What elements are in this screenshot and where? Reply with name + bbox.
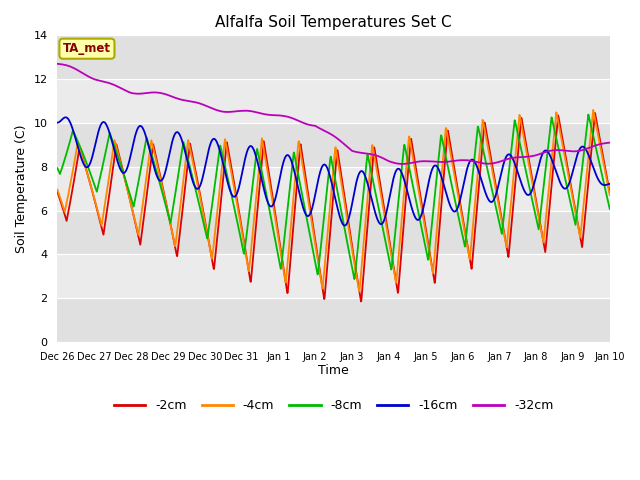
Bar	[58, 79, 610, 123]
Y-axis label: Soil Temperature (C): Soil Temperature (C)	[15, 124, 28, 253]
Bar	[58, 36, 610, 79]
Bar	[58, 167, 610, 211]
Bar	[58, 211, 610, 254]
Bar	[58, 254, 610, 298]
Text: TA_met: TA_met	[63, 42, 111, 55]
Bar	[58, 298, 610, 342]
Title: Alfalfa Soil Temperatures Set C: Alfalfa Soil Temperatures Set C	[215, 15, 452, 30]
Bar	[58, 123, 610, 167]
Legend: -2cm, -4cm, -8cm, -16cm, -32cm: -2cm, -4cm, -8cm, -16cm, -32cm	[109, 394, 558, 417]
X-axis label: Time: Time	[318, 364, 349, 377]
